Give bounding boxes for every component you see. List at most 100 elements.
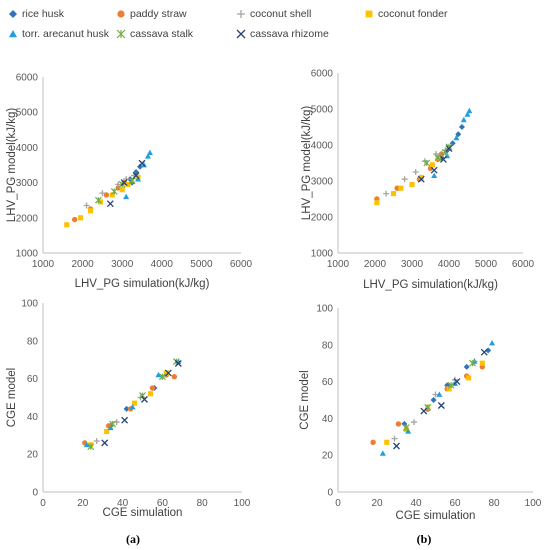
data-point [120,179,128,187]
data-point [93,437,100,444]
y-tick-label: 60 [322,377,334,388]
data-point [64,222,70,228]
legend-label: coconut fonder [378,8,448,20]
legend-label: paddy straw [130,8,187,20]
data-point [489,339,496,346]
data-point [171,374,178,380]
y-tick-label: 2000 [311,213,334,224]
y-tick-label: 5000 [311,105,334,116]
y-tick-label: 100 [316,304,333,315]
legend-marker-icon [117,10,125,18]
caption-b: (b) [417,532,432,546]
data-point [149,385,156,391]
legend-label: cassava stalk [130,28,194,40]
legend-label: rice husk [22,8,65,20]
y-axis-label: CGE model [6,368,18,427]
x-tick-label: 2000 [364,259,387,270]
data-point [379,450,386,456]
data-point [104,428,110,435]
legend-marker-icon [365,10,373,18]
x-tick-label: 100 [234,498,251,509]
legend-item: rice husk [8,8,64,20]
x-axis-label: CGE simulation [396,510,476,522]
data-point [437,402,445,409]
x-tick-label: 40 [410,498,422,509]
y-tick-label: 60 [27,374,39,385]
x-tick-label: 1000 [32,259,55,270]
y-tick-label: 4000 [311,141,334,152]
data-point [87,443,95,451]
data-point [453,378,461,386]
data-point [412,169,419,175]
data-point [109,420,117,428]
legend-item: coconut shell [236,8,311,20]
legend-item: coconut fonder [364,8,447,20]
legend-item: cassava rhizome [236,28,329,40]
legend-marker-icon [237,10,245,18]
y-axis-label: CGE model [299,370,311,429]
x-tick-label: 100 [525,498,542,509]
y-tick-label: 0 [32,488,38,499]
data-point [129,403,136,410]
data-point [99,190,106,197]
x-tick-label: 6000 [230,259,253,270]
x-tick-label: 3000 [111,259,134,270]
data-point [147,391,154,397]
data-point [439,155,447,163]
data-point [138,159,146,167]
data-point [479,360,485,366]
x-axis-label: LHV_PG simulation(kJ/kg) [363,279,498,291]
data-point [125,181,131,187]
y-tick-label: 3000 [311,177,334,188]
data-point [101,439,109,447]
data-point [411,419,418,426]
y-tick-label: 100 [21,299,38,310]
data-point [121,416,129,424]
y-tick-label: 20 [322,451,334,462]
data-point [123,193,130,200]
y-tick-label: 40 [27,412,39,423]
y-tick-label: 20 [27,450,39,461]
data-point [395,421,402,427]
data-point [445,145,453,153]
data-point [447,381,455,389]
legend-label: cassava rhizome [250,28,329,40]
x-axis-label: LHV_PG simulation(kJ/kg) [75,278,210,290]
x-tick-label: 40 [117,498,129,509]
legend-marker-icon [116,29,126,39]
x-tick-label: 80 [197,498,209,509]
data-point [109,192,115,198]
data-point [83,441,90,448]
data-point [401,176,408,183]
data-point [123,405,130,412]
x-tick-label: 20 [77,498,89,509]
data-point [434,154,442,162]
x-tick-label: 80 [488,498,500,509]
data-point [463,363,470,370]
y-tick-label: 6000 [16,73,39,84]
data-point [417,175,425,183]
legend-marker-icon [9,30,17,38]
x-tick-label: 1000 [327,259,350,270]
data-point [71,216,78,223]
data-point [390,191,397,197]
y-tick-label: 1000 [16,249,39,260]
x-tick-label: 0 [335,498,341,509]
data-point [83,202,90,209]
data-point [144,153,151,159]
caption-a: (a) [126,532,140,546]
data-point [141,395,148,403]
y-axis-label: LHV_PG model(kJ/kg) [6,108,18,223]
data-point [436,391,443,397]
data-point [402,424,410,432]
data-point [119,187,125,193]
data-point [409,182,415,188]
data-point [460,116,467,123]
data-point [106,200,114,208]
y-tick-label: 1000 [311,249,334,260]
data-point [131,400,138,406]
data-point [430,166,438,174]
data-point [485,347,492,354]
data-point [128,177,136,185]
data-point [398,185,404,191]
